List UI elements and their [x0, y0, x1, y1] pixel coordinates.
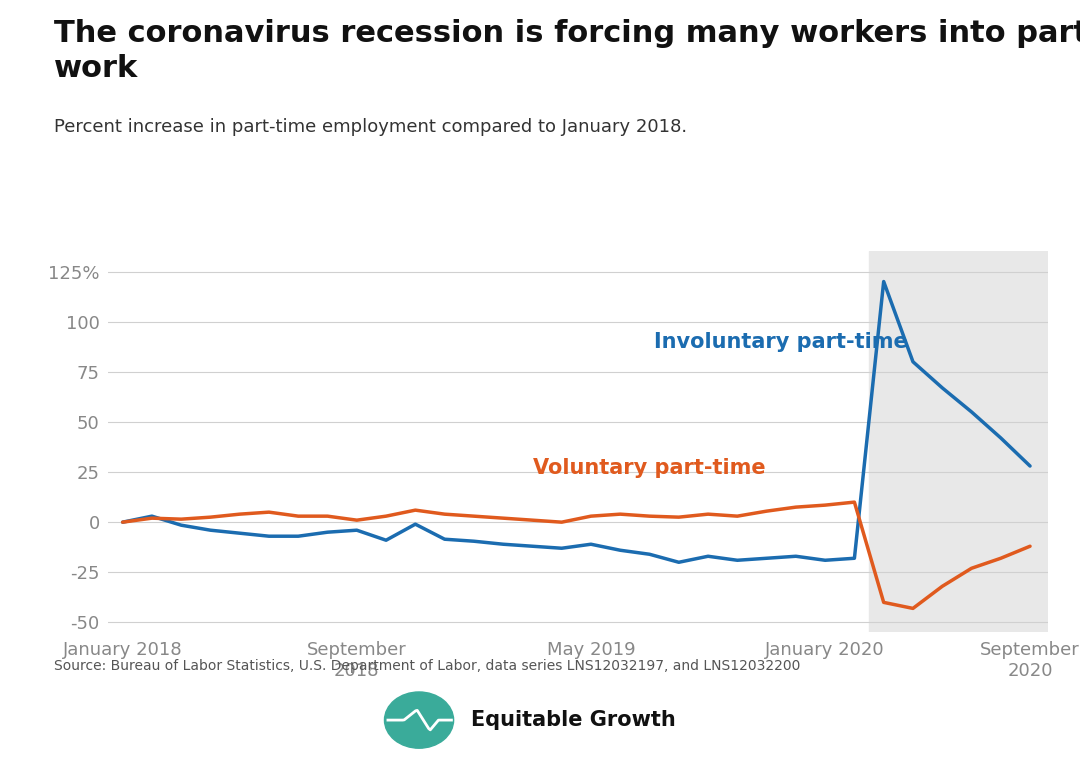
Text: Voluntary part-time: Voluntary part-time: [534, 458, 766, 478]
Ellipse shape: [384, 692, 454, 748]
Text: Percent increase in part-time employment compared to January 2018.: Percent increase in part-time employment…: [54, 118, 687, 136]
Text: Equitable Growth: Equitable Growth: [471, 710, 676, 730]
Bar: [869, 251, 1048, 632]
Text: Involuntary part-time: Involuntary part-time: [654, 331, 908, 352]
Text: Source: Bureau of Labor Statistics, U.S. Department of Labor, data series LNS120: Source: Bureau of Labor Statistics, U.S.…: [54, 659, 800, 673]
Text: The coronavirus recession is forcing many workers into part-time
work: The coronavirus recession is forcing man…: [54, 19, 1080, 83]
